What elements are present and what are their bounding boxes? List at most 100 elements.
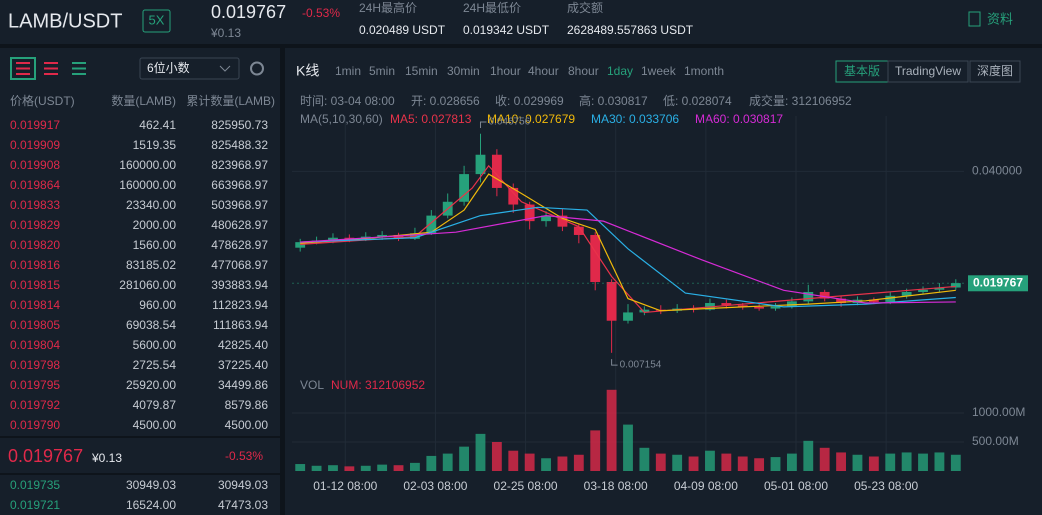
interval[interactable]: 5min (369, 64, 395, 78)
candle-body (491, 154, 502, 188)
volume-bar (885, 453, 896, 471)
row-total: 393883.94 (211, 278, 268, 292)
chevron (219, 65, 231, 72)
candle-body (606, 282, 617, 321)
icon[interactable] (16, 62, 30, 75)
candle-body (639, 309, 650, 313)
doc-icon[interactable] (968, 11, 981, 27)
row-amount: 160000.00 (119, 178, 176, 192)
volume-bar (819, 447, 830, 471)
row-amount: 1519.35 (133, 138, 177, 152)
stat-label: 24H最低价 (463, 1, 521, 15)
candle-body (426, 215, 437, 234)
info-volume: 成交量: 312106952 (749, 93, 852, 108)
candle-body (541, 215, 551, 222)
marker-pointer (611, 359, 618, 366)
row-total: 111863.94 (213, 318, 268, 332)
x-tick-label: 01-12 08:00 (313, 479, 377, 493)
marker-label: 0.007154 (620, 360, 662, 371)
view-label[interactable]: TradingView (895, 64, 961, 78)
ma-legend: MA30: 0.033706 (591, 112, 679, 126)
candle-body (918, 289, 928, 292)
volume-bar (655, 453, 666, 471)
interval[interactable]: 1week (641, 64, 677, 78)
interval[interactable]: 1hour (490, 64, 521, 78)
stat-value: 2628489.557863 USDT (567, 23, 694, 37)
row-price: 0.019805 (10, 318, 60, 332)
stat-value: 0.019342 USDT (463, 23, 550, 37)
row-amount: 4079.87 (133, 398, 177, 412)
volume-bar (426, 455, 437, 471)
view-label[interactable]: 深度图 (977, 63, 1013, 78)
marker-label: 0.046756 (488, 117, 530, 128)
volume-bar (786, 453, 797, 471)
info-link[interactable]: 资料 (987, 11, 1013, 26)
list-icons (10, 57, 86, 80)
volume-bar (770, 457, 781, 471)
ma-line (300, 214, 956, 304)
volume-bar (754, 458, 765, 471)
volume-bar (541, 458, 551, 471)
row-total: 503968.97 (211, 198, 268, 212)
info-high: 高: 0.030817 (579, 93, 648, 108)
volume-bar (901, 452, 912, 471)
candle-body (557, 215, 568, 227)
volume-bar (328, 465, 338, 471)
interval[interactable]: 4hour (528, 64, 559, 78)
info-open: 开: 0.028656 (411, 94, 480, 108)
precision[interactable]: 6位小数 (147, 60, 190, 75)
volume-bar (868, 456, 879, 471)
interval[interactable]: 1day (607, 64, 633, 78)
pair: LAMB/USDT (8, 10, 122, 32)
row-total: 8579.86 (225, 398, 269, 412)
row-total: 34499.86 (218, 378, 268, 392)
row-total: 477068.97 (211, 258, 268, 272)
precision-select[interactable] (139, 57, 240, 80)
vol-num: NUM: 312106952 (331, 378, 425, 392)
x-tick-label: 02-03 08:00 (403, 479, 467, 493)
ma-legend: MA10: 0.027679 (487, 112, 575, 126)
info-low: 低: 0.028074 (663, 94, 732, 108)
interval[interactable]: 15min (405, 64, 438, 78)
volume-bar (360, 465, 371, 471)
row-price: 0.019798 (10, 358, 60, 372)
candle-body (901, 291, 912, 296)
candle-body (524, 204, 535, 222)
row-amount: 160000.00 (119, 158, 176, 172)
stat-label: 成交额 (567, 0, 603, 15)
x-tick-label: 03-18 08:00 (584, 479, 648, 493)
settings-icon[interactable] (250, 61, 264, 76)
interval[interactable]: 1min (335, 64, 361, 78)
view-button[interactable] (969, 60, 1021, 83)
row-amount: 462.41 (139, 118, 176, 132)
interval[interactable]: 30min (447, 64, 480, 78)
row-price: 0.019917 (10, 118, 60, 132)
candle-body (721, 303, 732, 306)
candle-body (819, 291, 830, 299)
volume-bar (721, 453, 732, 471)
icon-frame[interactable] (10, 57, 36, 80)
candle-body (590, 234, 601, 282)
interval[interactable]: 8hour (568, 64, 599, 78)
view-label[interactable]: 基本版 (844, 64, 880, 78)
last-price-tag (968, 275, 1028, 292)
leverage[interactable]: 5X (149, 12, 165, 27)
info-close: 收: 0.029969 (495, 94, 564, 108)
row-price: 0.019908 (10, 158, 60, 172)
volume-bar (475, 433, 486, 471)
candle-body (803, 291, 814, 302)
y-tick-label: 0.040000 (972, 164, 1022, 178)
icon[interactable] (72, 62, 86, 75)
view-button[interactable] (887, 60, 969, 83)
leverage-box[interactable] (142, 9, 171, 33)
interval[interactable]: 1month (684, 64, 724, 78)
row-price: 0.019735 (10, 478, 60, 492)
x-tick-label: 05-01 08:00 (764, 479, 828, 493)
volume-bar (606, 389, 617, 471)
info-time: 时间: 03-04 08:00 (300, 94, 395, 108)
row-total: 42825.40 (218, 338, 268, 352)
icon[interactable] (44, 62, 58, 75)
volume-bar (852, 454, 863, 471)
vol-title: VOL (300, 378, 324, 392)
volume-bar (295, 464, 306, 471)
